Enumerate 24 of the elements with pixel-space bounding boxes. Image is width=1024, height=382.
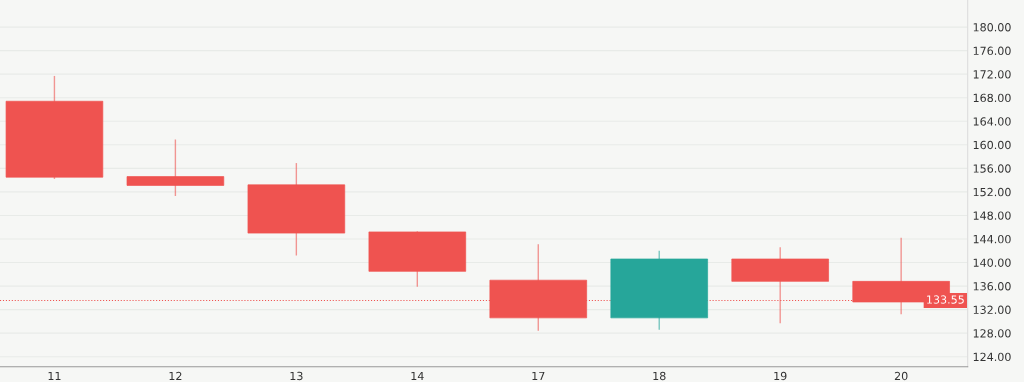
x-tick-label: 18 <box>653 371 666 381</box>
x-tick-label: 12 <box>169 371 182 381</box>
y-tick-label: 156.00 <box>973 164 1011 173</box>
y-tick-label: 152.00 <box>973 187 1011 197</box>
x-tick-label: 20 <box>894 371 908 381</box>
x-tick-label: 19 <box>774 371 787 381</box>
x-tick-label: 11 <box>48 371 61 381</box>
x-tick-label: 14 <box>411 371 424 381</box>
x-tick-label: 17 <box>532 371 545 381</box>
y-tick-label: 128.00 <box>973 329 1011 338</box>
y-tick-label: 144.00 <box>973 234 1011 244</box>
y-tick-label: 140.00 <box>973 258 1011 267</box>
x-tick-label: 13 <box>290 371 303 381</box>
y-tick-label: 136.00 <box>973 282 1011 291</box>
y-tick-label: 172.00 <box>973 70 1011 79</box>
y-tick-label: 160.00 <box>973 140 1011 150</box>
y-tick-label: 176.00 <box>973 46 1011 55</box>
y-tick-label: 124.00 <box>973 352 1011 362</box>
y-tick-label: 148.00 <box>973 211 1011 220</box>
y-tick-label: 132.00 <box>973 305 1011 314</box>
ref-line-label: 133.55 <box>927 295 964 304</box>
y-tick-label: 180.00 <box>973 23 1011 32</box>
y-tick-label: 164.00 <box>973 117 1011 126</box>
y-tick-label: 168.00 <box>973 93 1011 103</box>
